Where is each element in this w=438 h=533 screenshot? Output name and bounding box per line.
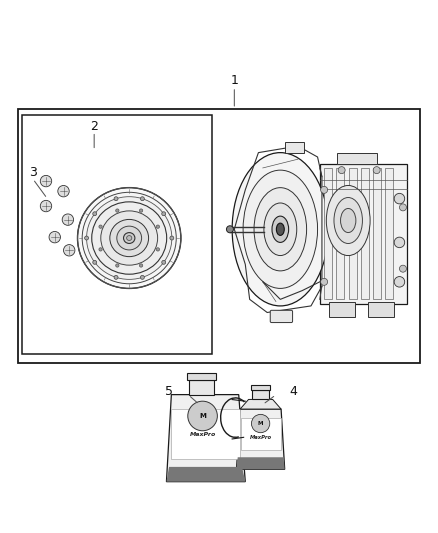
Ellipse shape: [232, 152, 328, 306]
Text: 3: 3: [29, 166, 37, 179]
FancyBboxPatch shape: [270, 310, 293, 322]
Bar: [251, 385, 270, 390]
Bar: [361, 168, 369, 300]
Bar: [241, 417, 281, 450]
Ellipse shape: [243, 170, 318, 288]
Circle shape: [162, 212, 166, 216]
Circle shape: [99, 248, 102, 251]
Circle shape: [116, 209, 119, 212]
Circle shape: [399, 204, 406, 211]
Circle shape: [251, 414, 270, 433]
Bar: [285, 142, 304, 152]
Circle shape: [139, 209, 143, 212]
Ellipse shape: [117, 226, 141, 250]
Circle shape: [141, 197, 145, 200]
Text: MaxPro: MaxPro: [190, 432, 215, 437]
Circle shape: [321, 278, 328, 285]
Bar: [324, 168, 332, 300]
Circle shape: [156, 248, 159, 251]
Circle shape: [141, 276, 145, 279]
Bar: [22, 115, 212, 354]
Circle shape: [114, 197, 118, 200]
Text: MaxPro: MaxPro: [250, 435, 272, 440]
Circle shape: [116, 264, 119, 267]
Circle shape: [93, 212, 97, 216]
Circle shape: [226, 226, 233, 233]
Polygon shape: [166, 467, 245, 482]
Circle shape: [394, 237, 405, 248]
Bar: [18, 109, 420, 363]
Circle shape: [156, 225, 159, 228]
Text: M: M: [258, 421, 263, 426]
Circle shape: [399, 265, 406, 272]
Circle shape: [394, 277, 405, 287]
Ellipse shape: [110, 220, 148, 256]
Ellipse shape: [326, 185, 370, 255]
Circle shape: [162, 260, 166, 264]
Circle shape: [338, 167, 345, 174]
Ellipse shape: [92, 202, 167, 274]
Circle shape: [85, 236, 88, 240]
Bar: [385, 168, 393, 300]
Circle shape: [394, 193, 405, 204]
Bar: [320, 164, 407, 304]
Polygon shape: [237, 457, 285, 469]
Ellipse shape: [78, 188, 181, 288]
Text: 2: 2: [90, 120, 98, 133]
Text: 1: 1: [230, 74, 238, 87]
Text: 5: 5: [165, 385, 173, 398]
Polygon shape: [166, 394, 245, 482]
Ellipse shape: [272, 216, 289, 243]
Bar: [171, 409, 240, 459]
Ellipse shape: [87, 197, 172, 279]
Polygon shape: [237, 409, 285, 469]
Ellipse shape: [82, 192, 176, 284]
Circle shape: [139, 264, 143, 267]
Bar: [336, 168, 344, 300]
Ellipse shape: [334, 198, 362, 244]
Bar: [189, 380, 214, 394]
Circle shape: [64, 245, 75, 256]
Bar: [349, 168, 357, 300]
Circle shape: [62, 214, 74, 225]
Text: 4: 4: [290, 385, 297, 398]
Ellipse shape: [124, 232, 135, 244]
Bar: [328, 302, 355, 317]
Circle shape: [40, 200, 52, 212]
Ellipse shape: [254, 188, 307, 271]
Ellipse shape: [264, 203, 297, 255]
Circle shape: [40, 175, 52, 187]
Bar: [252, 390, 269, 399]
Circle shape: [49, 231, 60, 243]
Circle shape: [321, 187, 328, 193]
Circle shape: [188, 401, 217, 431]
Ellipse shape: [101, 211, 158, 265]
Bar: [187, 373, 216, 380]
Circle shape: [93, 260, 97, 264]
Bar: [337, 152, 377, 164]
Text: M: M: [199, 413, 206, 419]
Circle shape: [373, 167, 380, 174]
Ellipse shape: [127, 236, 132, 240]
Circle shape: [99, 225, 102, 228]
Bar: [368, 302, 394, 317]
Circle shape: [58, 185, 69, 197]
Circle shape: [170, 236, 174, 240]
Bar: [373, 168, 381, 300]
Circle shape: [114, 276, 118, 279]
Ellipse shape: [340, 208, 356, 232]
Polygon shape: [240, 399, 281, 409]
Ellipse shape: [276, 223, 284, 236]
